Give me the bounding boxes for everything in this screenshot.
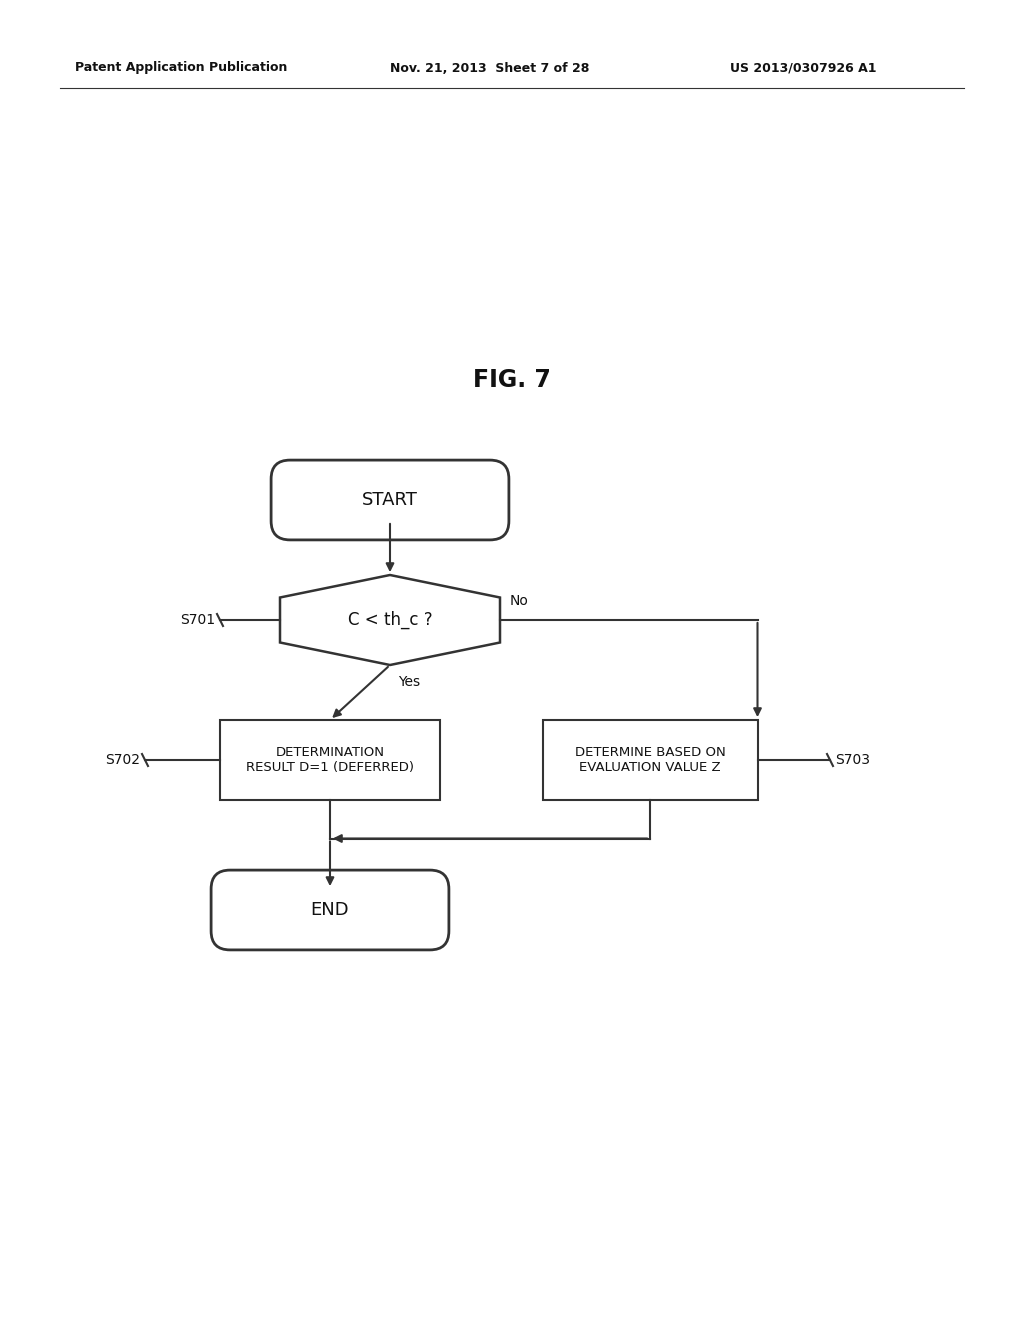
Text: US 2013/0307926 A1: US 2013/0307926 A1 bbox=[730, 62, 877, 74]
Text: DETERMINE BASED ON
EVALUATION VALUE Z: DETERMINE BASED ON EVALUATION VALUE Z bbox=[574, 746, 725, 774]
Text: FIG. 7: FIG. 7 bbox=[473, 368, 551, 392]
Text: Patent Application Publication: Patent Application Publication bbox=[75, 62, 288, 74]
Polygon shape bbox=[280, 576, 500, 665]
Text: END: END bbox=[310, 902, 349, 919]
Text: DETERMINATION
RESULT D=1 (DEFERRED): DETERMINATION RESULT D=1 (DEFERRED) bbox=[246, 746, 414, 774]
Text: S703: S703 bbox=[835, 752, 870, 767]
Text: Yes: Yes bbox=[398, 675, 420, 689]
Text: Nov. 21, 2013  Sheet 7 of 28: Nov. 21, 2013 Sheet 7 of 28 bbox=[390, 62, 590, 74]
Text: C < th_c ?: C < th_c ? bbox=[348, 611, 432, 630]
FancyBboxPatch shape bbox=[211, 870, 449, 950]
Text: S702: S702 bbox=[105, 752, 140, 767]
Bar bbox=[220, 719, 440, 800]
Bar bbox=[543, 719, 758, 800]
Text: No: No bbox=[510, 594, 528, 609]
FancyBboxPatch shape bbox=[271, 461, 509, 540]
Text: START: START bbox=[362, 491, 418, 510]
Text: S701: S701 bbox=[180, 612, 215, 627]
